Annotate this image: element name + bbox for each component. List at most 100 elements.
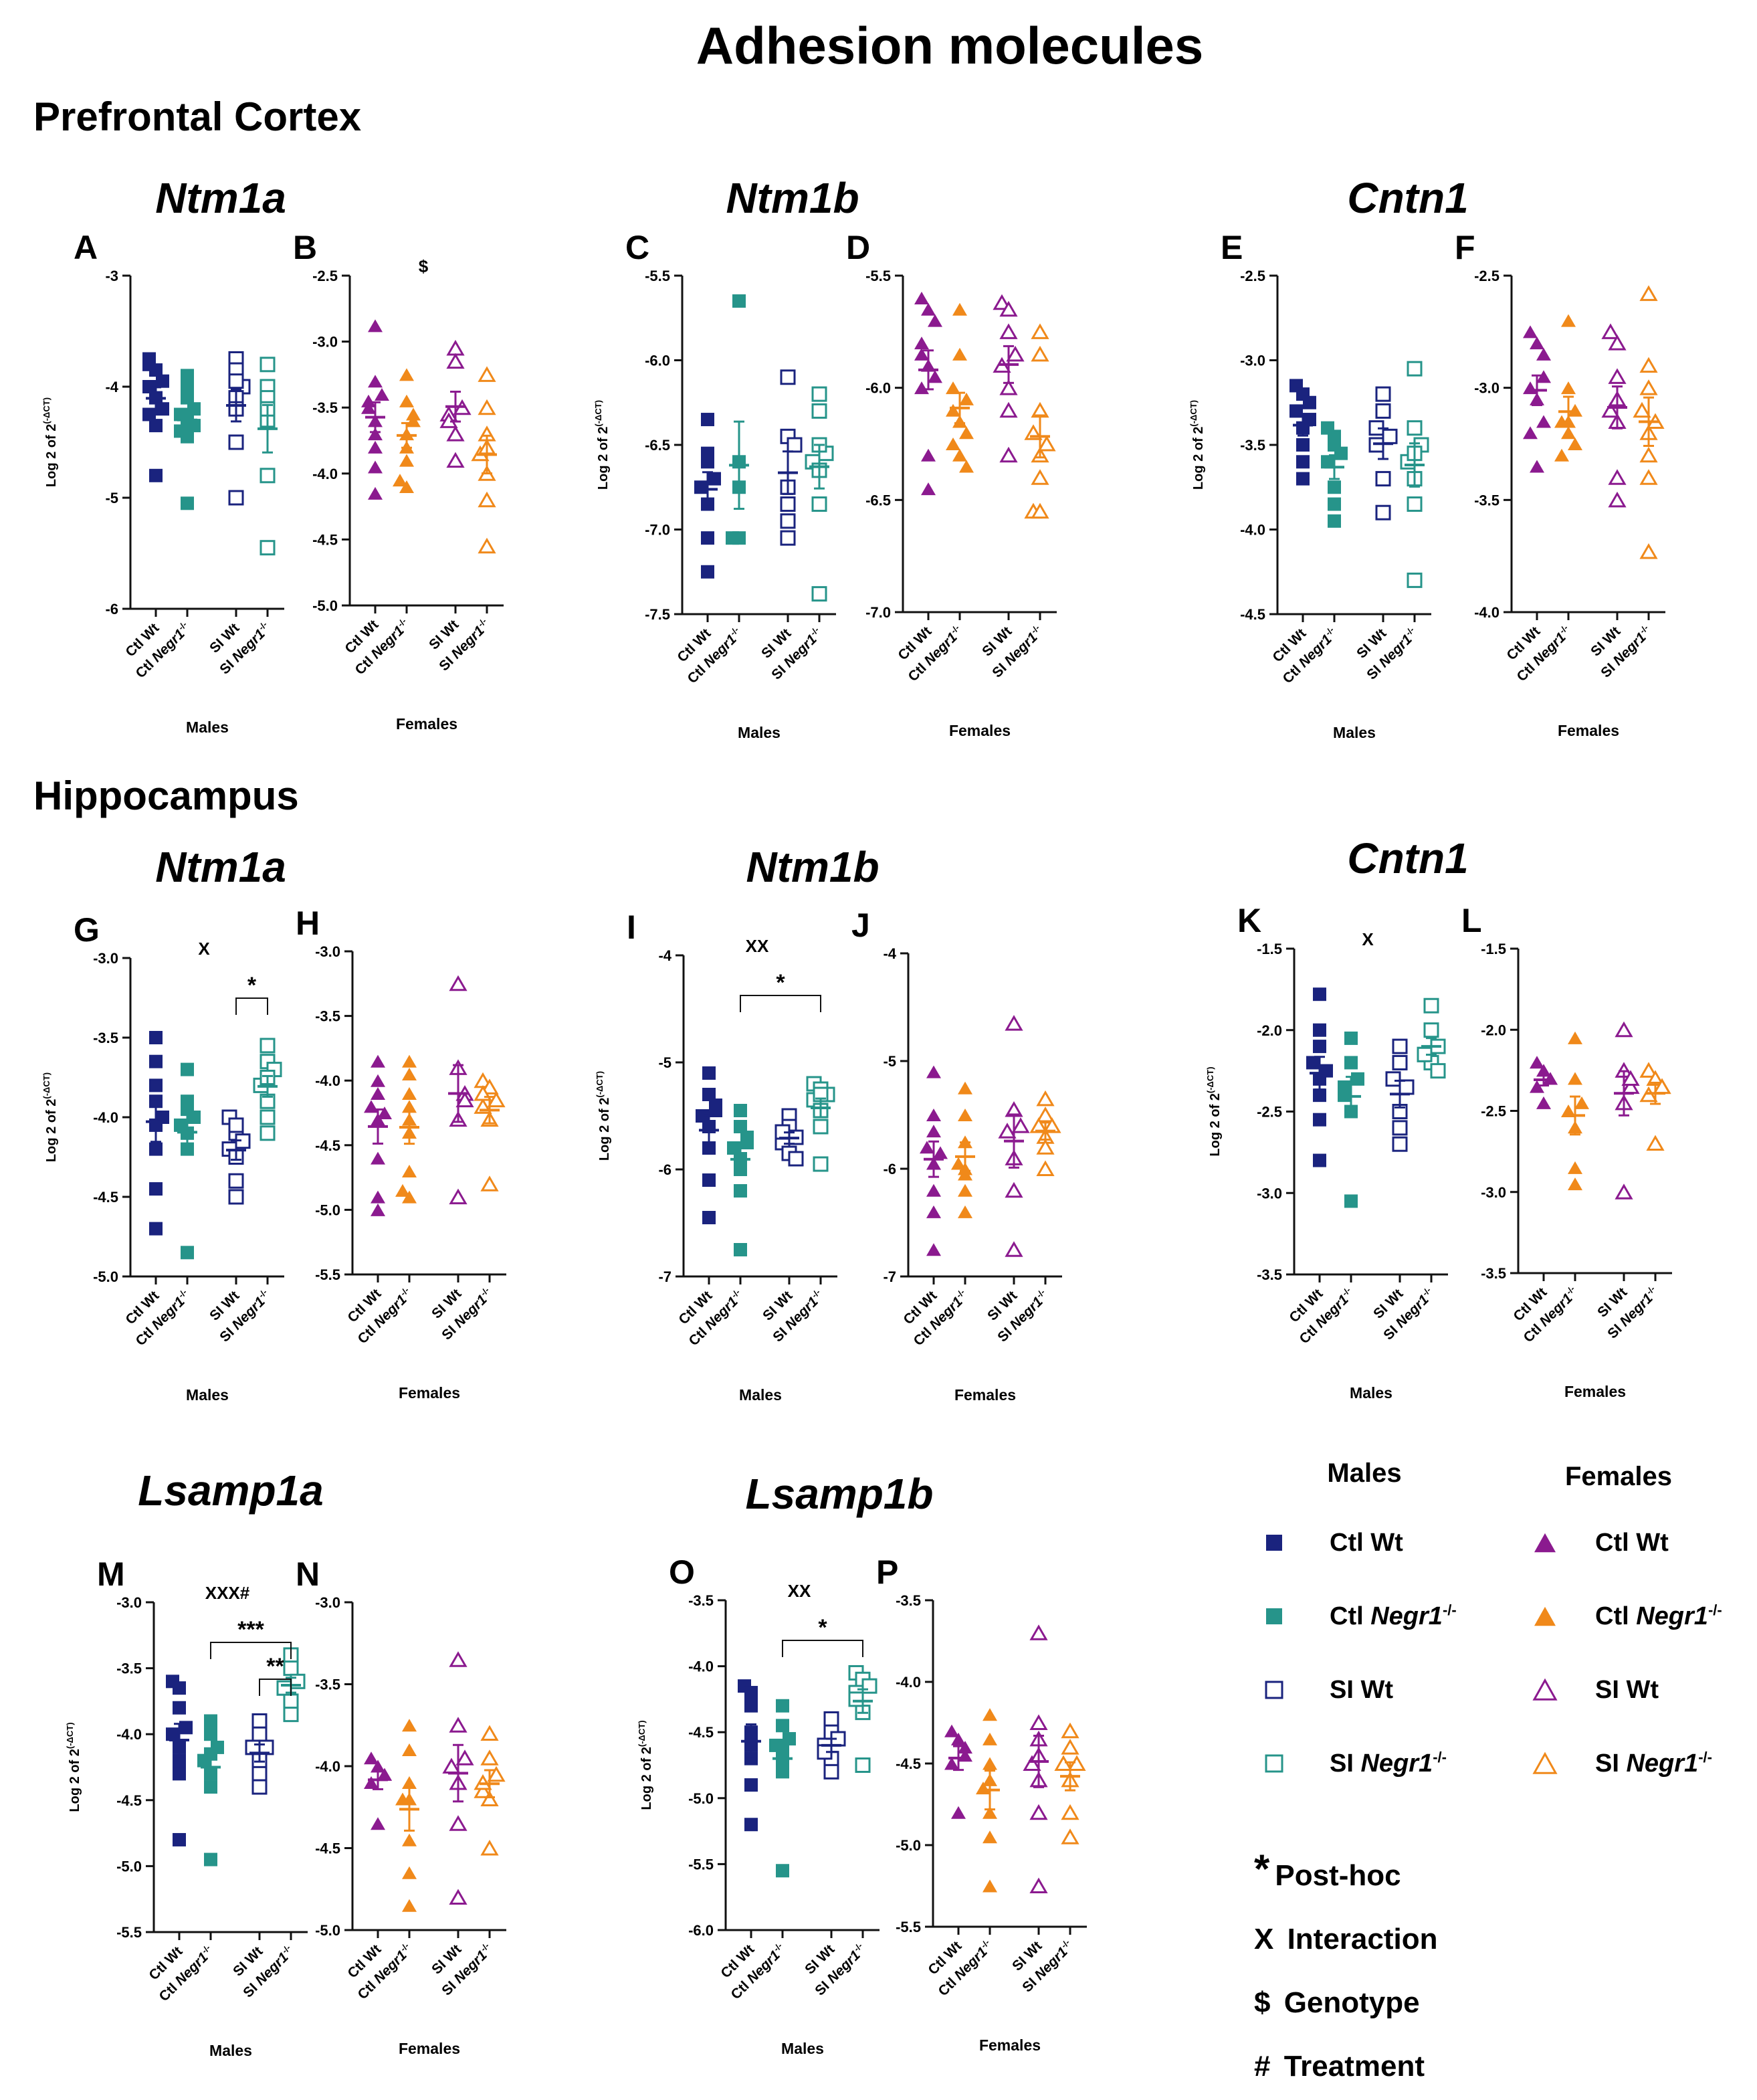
data-point (142, 380, 156, 393)
data-point (402, 1100, 417, 1113)
data-point (958, 1183, 972, 1197)
significance-bracket (259, 1679, 292, 1696)
y-tick-label: -3.0 (1481, 1184, 1506, 1201)
data-point (951, 1806, 966, 1819)
y-tick-label: -2.5 (1240, 268, 1265, 284)
y-tick-label: -3.5 (315, 1677, 340, 1693)
data-point (1407, 361, 1423, 377)
data-point (149, 468, 163, 482)
y-tick-label: -2.5 (312, 268, 338, 284)
data-point (1530, 1056, 1544, 1069)
data-point (952, 448, 967, 462)
y-tick-label: -3.5 (688, 1592, 714, 1609)
data-point (983, 1732, 997, 1745)
gene-title: Lsamp1b (746, 1470, 934, 1518)
data-point (149, 1142, 163, 1156)
data-point (402, 1899, 417, 1912)
y-tick-label: -5 (883, 1053, 896, 1070)
data-point (855, 1757, 871, 1773)
data-point (983, 1830, 997, 1844)
stat-annotation: XXX# (205, 1583, 250, 1603)
data-point (1328, 480, 1341, 494)
data-point (1344, 1194, 1358, 1208)
data-point (260, 1109, 276, 1125)
data-point (744, 1818, 758, 1832)
data-point (368, 319, 383, 332)
data-point (371, 1203, 385, 1216)
y-tick-label: -5.5 (116, 1924, 142, 1941)
panel-letter: G (74, 911, 100, 949)
y-tick-label: -6.5 (645, 437, 670, 454)
data-point (1639, 285, 1658, 301)
data-point (368, 460, 383, 474)
data-point (149, 1054, 163, 1068)
data-point (1608, 368, 1627, 384)
data-point (1407, 572, 1423, 588)
y-tick-label: -4.0 (93, 1109, 118, 1126)
data-point (1399, 1079, 1415, 1095)
panel-letter: F (1455, 229, 1475, 266)
data-point (993, 294, 1011, 310)
data-point (1313, 1040, 1326, 1054)
legend-label-female: Ctl Negr1-/- (1595, 1602, 1722, 1630)
data-point (228, 490, 244, 506)
data-point (149, 419, 163, 433)
data-point (1037, 436, 1056, 452)
y-tick-label: -3.0 (1240, 353, 1265, 369)
data-point (1061, 1828, 1079, 1844)
data-point (1639, 1086, 1658, 1103)
data-point (1568, 1161, 1582, 1174)
data-point (480, 1749, 499, 1765)
data-point (181, 429, 194, 444)
data-point (480, 1175, 499, 1191)
data-point (1633, 401, 1651, 418)
data-point (1530, 337, 1544, 350)
panel-letter: I (627, 909, 636, 946)
data-point (377, 1768, 392, 1781)
y-tick-label: -4.5 (312, 531, 338, 548)
y-tick-label: -6.0 (645, 353, 670, 369)
data-point (251, 1713, 268, 1729)
data-point (1407, 420, 1423, 436)
data-point (694, 480, 708, 494)
data-point (1543, 1072, 1558, 1085)
data-point (701, 413, 714, 427)
data-point (734, 1120, 747, 1133)
legend: Males Females Ctl Wt Ctl Wt Ctl Negr1-/- Ctl … (1254, 1458, 1722, 2083)
data-point (402, 1054, 417, 1068)
data-point (780, 369, 796, 385)
section-title-pfc: Prefrontal Cortex (33, 94, 361, 139)
significance-bracket (235, 997, 268, 1015)
data-point (732, 531, 746, 545)
data-point (1296, 455, 1310, 469)
significance-label: *** (237, 1617, 264, 1642)
data-point (1561, 381, 1576, 395)
data-point (920, 1141, 934, 1154)
data-point (449, 1651, 468, 1667)
data-point (734, 1184, 747, 1198)
y-tick-label: -4.0 (1474, 604, 1500, 621)
data-point (361, 401, 376, 414)
panel-letter: N (296, 1555, 320, 1593)
data-point (1430, 1063, 1446, 1079)
data-point (951, 1732, 966, 1745)
data-point (1029, 1714, 1048, 1730)
data-point (260, 540, 276, 556)
data-point (1382, 428, 1398, 444)
data-point (1031, 469, 1049, 485)
data-point (442, 1757, 461, 1774)
data-point (1005, 1241, 1023, 1257)
data-point (361, 394, 376, 407)
data-point (702, 1211, 716, 1224)
panel-M: M Lsamp1a -3.0 -3.5 -4.0 -4.5 -5.0 -5.5 Log 2 of… (65, 1466, 324, 2059)
data-point (449, 1889, 468, 1905)
y-tick-label: -5.5 (896, 1919, 921, 1935)
legend-males-title: Males (1327, 1458, 1401, 1488)
data-point (709, 1104, 722, 1117)
data-point (1061, 1739, 1079, 1755)
data-point (1011, 1117, 1030, 1133)
data-point (181, 496, 194, 510)
y-tick-label: -4.0 (1240, 522, 1265, 539)
